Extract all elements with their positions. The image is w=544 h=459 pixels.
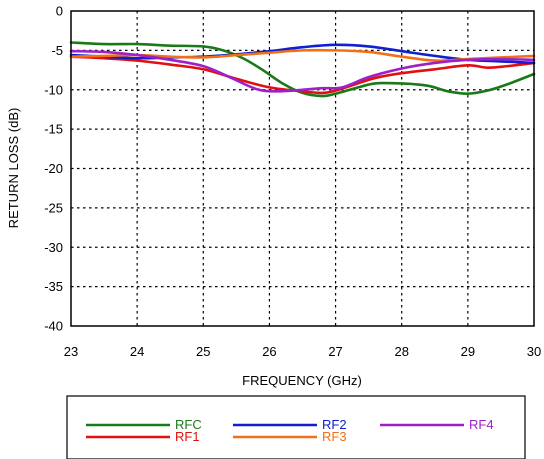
grid-lines	[71, 11, 534, 326]
x-axis-label: FREQUENCY (GHz)	[242, 373, 362, 388]
x-tick-label: 30	[527, 344, 541, 359]
series-line-rf4	[69, 49, 536, 93]
x-tick-label: 29	[461, 344, 475, 359]
y-tick-label: -5	[51, 43, 63, 58]
x-tick-labels: 23 24 25 26 27 28 29 30	[64, 344, 541, 359]
y-tick-label: -20	[44, 161, 63, 176]
series-lines	[69, 41, 536, 98]
y-tick-label: -40	[44, 319, 63, 334]
x-tick-label: 23	[64, 344, 78, 359]
x-tick-label: 25	[196, 344, 210, 359]
legend-box	[66, 395, 526, 459]
x-tick-label: 27	[328, 344, 342, 359]
y-tick-label: -35	[44, 279, 63, 294]
y-tick-label: -10	[44, 82, 63, 97]
x-tick-label: 26	[262, 344, 276, 359]
legend-label-rf3: RF3	[322, 429, 347, 444]
y-tick-labels: 0 -5 -10 -15 -20 -25 -30 -35 -40	[44, 4, 63, 334]
x-tick-label: 24	[130, 344, 144, 359]
legend-label-rf1: RF1	[175, 429, 200, 444]
y-tick-label: 0	[56, 4, 63, 19]
x-tick-label: 28	[394, 344, 408, 359]
legend-label-rf4: RF4	[469, 417, 494, 432]
series-line-rf1	[69, 55, 536, 95]
legend-label-rfc: RFC	[175, 417, 202, 432]
plot-frame	[70, 10, 535, 327]
y-tick-label: -30	[44, 240, 63, 255]
y-axis-label: RETURN LOSS (dB)	[6, 108, 21, 229]
legend-label-rf2: RF2	[322, 417, 347, 432]
y-tick-label: -15	[44, 122, 63, 137]
series-line-rfc	[69, 41, 536, 98]
y-tick-label: -25	[44, 200, 63, 215]
